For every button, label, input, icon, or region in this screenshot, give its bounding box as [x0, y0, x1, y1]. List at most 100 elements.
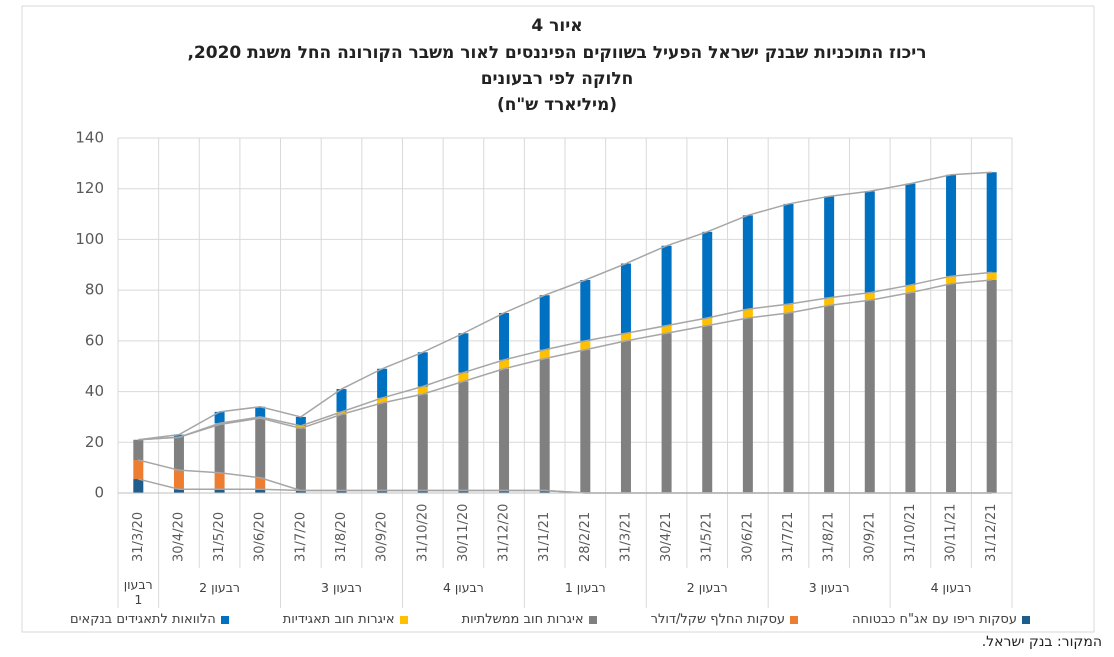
bar-segment	[742, 215, 753, 310]
bar-segment	[580, 280, 591, 341]
bar-segment	[458, 381, 469, 491]
x-tick-label: 30/6/21	[740, 512, 755, 562]
x-tick-label: 30/9/21	[862, 512, 877, 562]
x-tick-label: 31/10/21	[903, 504, 918, 562]
bar-segment	[986, 172, 997, 273]
bar-segment	[986, 272, 997, 280]
bar-segment	[295, 425, 306, 429]
bar-segment	[905, 285, 916, 293]
bar-segment	[377, 397, 388, 403]
y-tick-label: 120	[75, 179, 104, 197]
stack-level-line	[138, 271, 992, 441]
legend-swatch	[1022, 615, 1030, 624]
bar-segment	[620, 340, 631, 493]
x-tick-label: 31/1/21	[537, 512, 552, 562]
bar-segment	[864, 300, 875, 493]
bar-segment	[255, 406, 266, 417]
bar-segment	[702, 231, 713, 319]
bar-segment	[458, 372, 469, 382]
bar-segment	[620, 333, 631, 341]
x-tick-label: 31/12/21	[984, 504, 999, 562]
legend-item: הלוואות לתאגידים בנקאים	[70, 612, 229, 627]
legend-label: עסקות החלף שקל/דולר	[650, 612, 786, 627]
bar-segment	[214, 489, 225, 493]
chart-subtitle: ריכוז התוכניות שבנק ישראל הפעיל בשווקים …	[187, 43, 927, 63]
bar-segment	[417, 490, 428, 493]
bar-segment	[824, 305, 835, 493]
bar-segment	[986, 280, 997, 493]
chart-subtitle: (מיליארד ש"ח)	[496, 95, 618, 115]
bar-segment	[336, 389, 347, 412]
bar-segment	[417, 386, 428, 395]
bar-segment	[824, 196, 835, 298]
bar-segment	[133, 479, 144, 493]
legend-swatch	[790, 615, 799, 624]
bar-segment	[702, 318, 713, 326]
y-tick-label: 80	[85, 281, 104, 299]
group-label: רבעון 2	[199, 580, 240, 595]
x-tick-label: 30/11/21	[944, 504, 959, 562]
x-tick-label: 31/3/21	[618, 512, 633, 562]
bar-segment	[539, 490, 550, 493]
y-tick-label: 0	[94, 484, 104, 502]
group-label: רבעון 3	[808, 580, 850, 595]
bar-segment	[539, 295, 550, 350]
bar-segment	[295, 490, 306, 493]
bar-segment	[499, 359, 510, 369]
bar-segment	[255, 477, 266, 490]
legend-item: עסקות ריפו עם אג"ח כבטוחה	[852, 612, 1030, 627]
bar-segment	[295, 428, 306, 491]
bar-segment	[377, 402, 388, 491]
chart-subtitle: חלוקה לפי רבעונים	[480, 69, 634, 89]
bar-segment	[783, 203, 794, 305]
x-tick-label: 31/7/21	[781, 512, 796, 562]
group-label: רבעון 1	[564, 580, 606, 595]
x-tick-label: 31/8/20	[334, 512, 349, 562]
x-tick-label: 30/6/20	[253, 512, 268, 562]
chart-border	[21, 5, 1095, 633]
group-label: רבעון 3	[321, 580, 362, 595]
bar-segment	[255, 418, 266, 478]
bar-segment	[580, 340, 591, 350]
source-note: המקור: בנק ישראל.	[981, 634, 1102, 650]
chart-title: איור 4	[531, 16, 583, 36]
stack-level-line	[138, 279, 992, 441]
legend-label: הלוואות לתאגידים בנקאים	[70, 612, 216, 627]
bar-segment	[661, 325, 672, 334]
x-tick-label: 31/7/20	[293, 512, 308, 562]
bar-segment	[295, 416, 306, 426]
x-tick-label: 30/4/21	[659, 512, 674, 562]
bar-segment	[255, 489, 266, 493]
bar-segment	[336, 414, 347, 491]
legend-item: איגרות חוב ממשלתיות	[462, 612, 597, 627]
bar-segment	[336, 411, 347, 415]
x-tick-label: 30/4/20	[171, 512, 186, 562]
bar-segment	[499, 368, 510, 491]
bar-segment	[173, 489, 184, 493]
bar-segment	[661, 245, 672, 326]
bar-segment	[905, 183, 916, 286]
bar-segment	[905, 292, 916, 493]
bar-segment	[783, 312, 794, 493]
group-label: רבעון 1	[123, 577, 153, 607]
bar-segment	[580, 349, 591, 493]
bar-segment	[864, 191, 875, 293]
x-tick-label: 30/9/20	[375, 512, 390, 562]
bar-segment	[214, 424, 225, 473]
group-label: רבעון 2	[686, 580, 728, 595]
legend-swatch	[220, 615, 229, 624]
legend-item: עסקות החלף שקל/דולר	[650, 612, 799, 627]
x-tick-label: 31/5/21	[700, 512, 715, 562]
x-tick-label: 30/11/20	[456, 504, 471, 562]
legend-swatch	[588, 615, 597, 624]
bar-segment	[824, 297, 835, 306]
bar-segment	[214, 472, 225, 490]
x-tick-label: 31/10/20	[415, 504, 430, 562]
y-tick-label: 100	[75, 230, 104, 248]
legend-label: איגרות חוב תאגידיות	[282, 612, 395, 627]
x-tick-label: 31/8/21	[822, 512, 837, 562]
y-tick-label: 60	[85, 331, 104, 349]
bar-segment	[173, 437, 184, 471]
bar-segment	[539, 358, 550, 491]
